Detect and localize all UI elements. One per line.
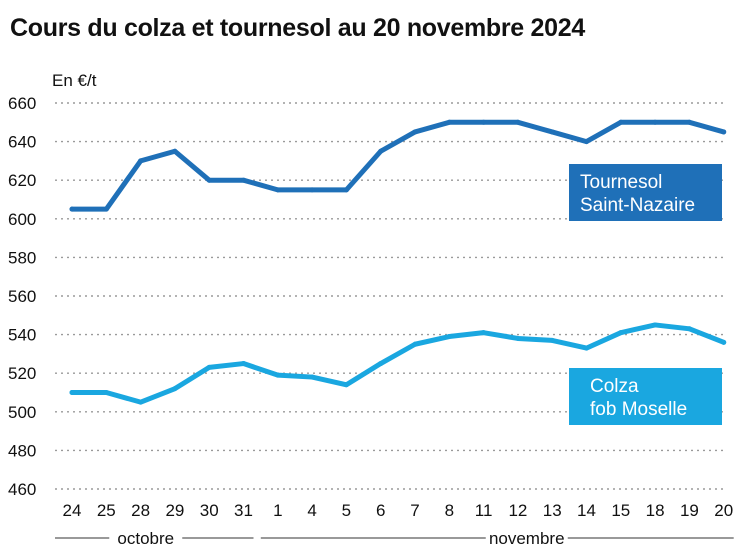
x-tick-label: 24 xyxy=(63,501,82,520)
series-label-text: Tournesol xyxy=(580,172,662,193)
data-point xyxy=(721,339,727,345)
data-point xyxy=(275,187,281,193)
data-point xyxy=(69,206,75,212)
data-point xyxy=(241,177,246,183)
y-tick-label: 660 xyxy=(8,94,36,113)
data-point xyxy=(515,119,521,125)
month-label: novembre xyxy=(489,529,565,548)
series-label-text: Colza xyxy=(590,376,639,397)
x-tick-label: 15 xyxy=(611,501,630,520)
data-point xyxy=(652,322,658,328)
data-point xyxy=(138,158,144,164)
y-tick-label: 620 xyxy=(8,171,36,190)
data-point xyxy=(309,374,315,380)
x-tick-label: 4 xyxy=(307,501,316,520)
x-tick-label: 30 xyxy=(200,501,219,520)
data-point xyxy=(652,119,658,125)
x-tick-label: 1 xyxy=(273,501,282,520)
x-tick-label: 11 xyxy=(475,501,493,520)
data-point xyxy=(412,129,418,135)
data-point xyxy=(412,341,418,347)
data-point xyxy=(138,399,144,405)
x-tick-label: 28 xyxy=(131,501,150,520)
data-point xyxy=(721,129,727,135)
x-tick-label: 6 xyxy=(376,501,385,520)
x-tick-label: 18 xyxy=(646,501,665,520)
data-point xyxy=(378,361,384,367)
x-tick-label: 7 xyxy=(410,501,419,520)
data-point xyxy=(481,330,487,336)
data-point xyxy=(481,119,487,125)
data-point xyxy=(309,187,315,193)
y-tick-label: 520 xyxy=(8,364,36,383)
x-tick-label: 25 xyxy=(97,501,116,520)
y-tick-label: 580 xyxy=(8,248,36,267)
y-tick-label: 460 xyxy=(8,480,36,499)
data-point xyxy=(103,206,109,212)
data-point xyxy=(241,361,246,367)
data-point xyxy=(686,326,692,332)
x-tick-label: 14 xyxy=(577,501,596,520)
y-tick-label: 560 xyxy=(8,287,36,306)
series-label-box xyxy=(569,368,722,425)
data-point xyxy=(378,148,384,154)
y-tick-label: 600 xyxy=(8,210,36,229)
data-point xyxy=(103,390,109,395)
series-line xyxy=(69,322,727,405)
data-point xyxy=(206,364,212,370)
data-point xyxy=(69,390,75,395)
y-axis-ticks: 460 480 500 520 540 560 580 600 620 640 660 xyxy=(8,94,36,499)
data-point xyxy=(446,334,452,340)
chart-title: Cours du colza et tournesol au 20 novemb… xyxy=(10,14,585,42)
x-tick-label: 8 xyxy=(445,501,454,520)
x-axis-ticks: 24 25 28 29 30 31 1 4 5 6 7 8 11 12 13 14 15 18 19 20 xyxy=(63,501,734,520)
series-label-text: Saint-Nazaire xyxy=(580,195,695,216)
series-line xyxy=(69,119,727,212)
month-labels: octobre novembre xyxy=(55,529,734,548)
data-point xyxy=(549,129,555,135)
data-point xyxy=(549,337,555,343)
data-point xyxy=(515,335,521,341)
x-tick-label: 20 xyxy=(714,501,733,520)
data-point xyxy=(618,330,624,336)
data-point xyxy=(584,139,589,145)
data-point xyxy=(343,187,349,193)
data-point xyxy=(172,148,178,154)
series-label-text: fob Moselle xyxy=(590,399,687,420)
data-point xyxy=(275,372,281,378)
data-point xyxy=(584,345,589,351)
x-tick-label: 12 xyxy=(508,501,527,520)
x-tick-label: 19 xyxy=(680,501,699,520)
data-point xyxy=(618,119,624,125)
data-point xyxy=(686,119,692,125)
data-point xyxy=(206,177,212,183)
y-tick-label: 640 xyxy=(8,133,36,152)
series-lines xyxy=(69,119,727,405)
x-tick-label: 31 xyxy=(234,501,253,520)
y-tick-label: 480 xyxy=(8,441,36,460)
x-tick-label: 13 xyxy=(543,501,562,520)
gridlines xyxy=(55,102,725,490)
data-point xyxy=(172,386,178,392)
y-unit-label: En €/t xyxy=(52,71,97,90)
x-tick-label: 5 xyxy=(342,501,351,520)
y-tick-label: 500 xyxy=(8,403,36,422)
x-tick-label: 29 xyxy=(165,501,184,520)
month-label: octobre xyxy=(117,529,174,548)
data-point xyxy=(343,382,349,388)
y-tick-label: 540 xyxy=(8,326,36,345)
series-label-box xyxy=(569,164,722,221)
data-point xyxy=(446,119,452,125)
